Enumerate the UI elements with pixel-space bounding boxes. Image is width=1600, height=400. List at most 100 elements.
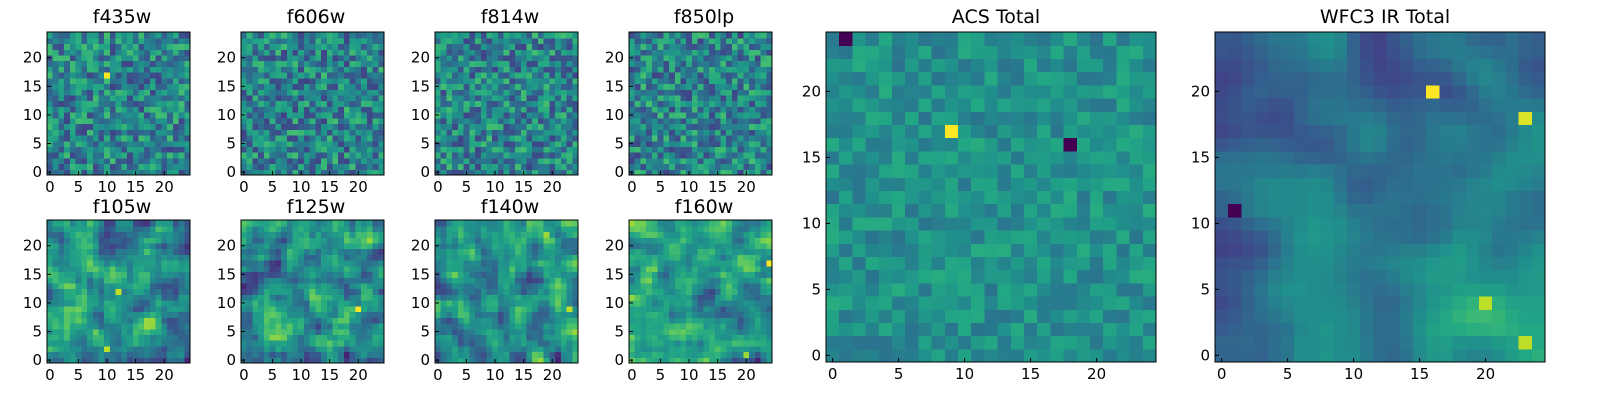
heatmap-cell xyxy=(726,66,733,73)
heatmap-cell xyxy=(737,134,744,142)
heatmap-cell xyxy=(526,317,533,324)
heatmap-cell xyxy=(104,72,111,79)
heatmap-cell xyxy=(349,334,356,341)
heatmap-cell xyxy=(144,357,151,364)
heatmap-cell xyxy=(709,140,716,147)
heatmap-cell xyxy=(743,43,750,50)
heatmap-cell xyxy=(686,32,693,39)
heatmap-cell xyxy=(372,265,379,273)
heatmap-cell xyxy=(338,100,345,107)
heatmap-cell xyxy=(75,152,82,159)
heatmap-cell xyxy=(497,100,505,107)
heatmap-cell xyxy=(463,49,470,56)
heatmap-cell xyxy=(361,322,368,330)
heatmap-cell xyxy=(560,237,568,244)
heatmap-cell xyxy=(81,72,88,79)
heatmap-cell xyxy=(321,328,328,335)
heatmap-cell xyxy=(361,146,368,153)
heatmap-cell xyxy=(766,152,773,159)
heatmap-cell xyxy=(144,260,151,267)
heatmap-cell xyxy=(480,220,488,227)
heatmap-cell xyxy=(726,32,733,39)
heatmap-cell xyxy=(47,231,54,238)
heatmap-cell xyxy=(766,305,773,313)
heatmap-cell xyxy=(366,146,374,153)
heatmap-cell xyxy=(731,317,739,324)
heatmap-cell xyxy=(69,37,77,45)
heatmap-cell xyxy=(492,83,499,90)
heatmap-cell xyxy=(366,89,374,96)
heatmap-cell xyxy=(138,340,145,347)
heatmap-cell xyxy=(440,311,448,318)
heatmap-cell xyxy=(321,225,328,233)
heatmap-cell xyxy=(480,66,488,73)
heatmap-cell xyxy=(475,117,482,125)
heatmap-cell xyxy=(361,288,368,295)
heatmap-cell xyxy=(674,106,682,113)
heatmap-cell xyxy=(52,100,60,107)
heatmap-cell xyxy=(75,49,82,56)
heatmap-cell xyxy=(326,288,334,295)
heatmap-cell xyxy=(315,100,322,107)
heatmap-cell xyxy=(75,106,82,113)
heatmap-cell xyxy=(560,254,568,261)
heatmap-cell xyxy=(743,100,750,107)
heatmap-cell xyxy=(446,351,453,358)
heatmap-cell xyxy=(526,242,533,250)
heatmap-cell xyxy=(172,60,180,67)
heatmap-cell xyxy=(292,265,299,273)
heatmap-cell xyxy=(87,231,94,238)
heatmap-cell xyxy=(104,328,111,335)
heatmap-cell xyxy=(634,117,642,125)
heatmap-cell xyxy=(309,112,316,119)
heatmap-cell xyxy=(566,140,573,147)
heatmap-cell xyxy=(463,328,470,335)
heatmap-cell xyxy=(361,311,368,318)
heatmap-cell xyxy=(509,123,516,130)
heatmap-cell xyxy=(92,220,100,227)
heatmap-cell xyxy=(292,89,299,96)
heatmap-cell xyxy=(714,282,722,290)
heatmap-cell xyxy=(703,328,710,335)
heatmap-cell xyxy=(463,152,470,159)
heatmap-cell xyxy=(549,317,556,324)
heatmap-cell xyxy=(355,311,362,318)
heatmap-cell xyxy=(737,129,744,136)
panel-f140w: f140w 0 5 10 15 20 0 5 10 15 20 xyxy=(411,192,585,388)
heatmap-cell xyxy=(64,328,71,335)
heatmap-cell xyxy=(709,32,716,39)
heatmap-cell xyxy=(497,169,505,176)
heatmap-cell xyxy=(691,94,699,102)
heatmap-cell xyxy=(92,322,100,330)
heatmap-cell xyxy=(303,254,311,261)
heatmap-cell xyxy=(743,282,750,290)
heatmap-cell xyxy=(87,49,94,56)
heatmap-cell xyxy=(172,357,180,364)
heatmap-cell xyxy=(509,345,516,353)
heatmap-cell xyxy=(703,305,710,313)
heatmap-cell xyxy=(469,94,476,102)
heatmap-cell xyxy=(252,334,259,341)
heatmap-cell xyxy=(127,37,134,45)
heatmap-cell xyxy=(144,305,151,313)
heatmap-cell xyxy=(258,254,265,261)
heatmap-cell xyxy=(87,66,94,73)
heatmap-cell xyxy=(640,83,647,90)
heatmap-cell xyxy=(629,43,636,50)
heatmap-cell xyxy=(520,220,528,227)
heatmap-cell xyxy=(475,66,482,73)
heatmap-cell xyxy=(172,322,180,330)
heatmap-cell xyxy=(52,248,60,255)
heatmap-cell xyxy=(378,146,385,153)
heatmap-cell xyxy=(104,77,111,85)
heatmap-cell xyxy=(452,265,459,273)
heatmap-cell xyxy=(246,334,254,341)
heatmap-cell xyxy=(115,37,122,45)
heatmap-cell xyxy=(155,77,162,85)
heatmap-cell xyxy=(663,43,670,50)
heatmap-cell xyxy=(75,129,82,136)
heatmap-cell xyxy=(69,169,77,176)
heatmap-cell xyxy=(760,112,767,119)
heatmap-cell xyxy=(75,351,82,358)
heatmap-cell xyxy=(172,54,180,62)
